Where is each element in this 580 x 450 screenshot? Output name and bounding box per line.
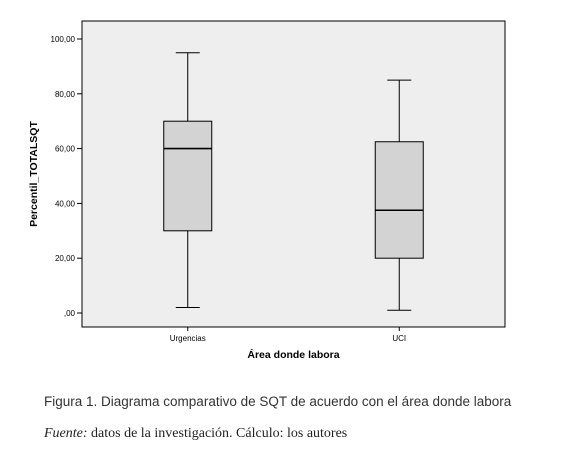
figure-caption: Figura 1. Diagrama comparativo de SQT de… [44,394,512,409]
box-iqr [163,120,213,232]
y-axis-title: Percentil_TOTALSQT [28,121,40,227]
y-tick-label: 80,00 [55,90,76,99]
x-tick-label: Urgencias [170,334,206,343]
boxplot-chart: ,00 20,00 40,00 60,00 80,00 100,00 Urgencias UC… [28,20,506,361]
figure-source: Fuente: datos de la investigación. Cálcu… [44,426,347,442]
source-label: Fuente: [44,426,88,441]
box-iqr [374,141,424,259]
chart-svg: ,00 20,00 40,00 60,00 80,00 100,00 Urgencias UC… [28,20,506,361]
y-tick-label: 20,00 [55,254,76,263]
y-tick-label: 100,00 [51,35,76,44]
y-tick-label: 40,00 [55,199,76,208]
x-axis-title: Área donde labora [247,348,339,361]
source-text: datos de la investigación. Cálculo: los … [87,426,348,441]
y-tick-label: 60,00 [55,145,76,154]
x-tick-label: UCI [392,334,406,343]
y-tick-label: ,00 [64,309,76,318]
plot-area [81,20,506,328]
